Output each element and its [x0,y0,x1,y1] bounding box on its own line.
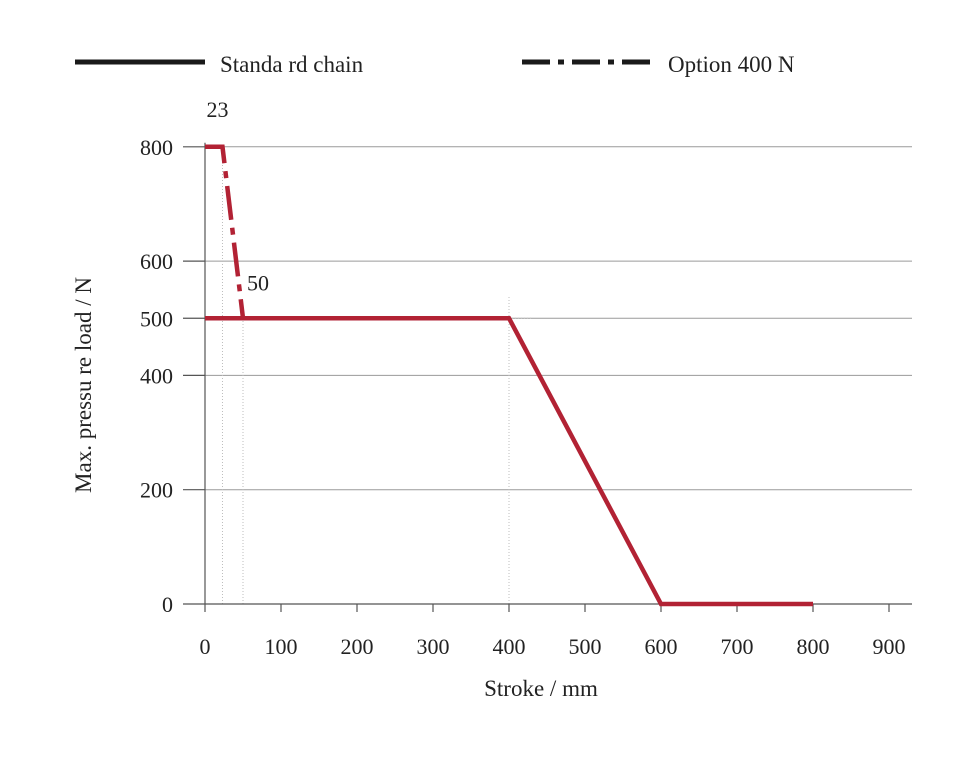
series-line-option-400n [205,144,246,319]
legend-label-standard-chain: Standa rd chain [220,52,364,77]
x-tick-label-600: 600 [645,634,678,659]
x-tick-label-100: 100 [265,634,298,659]
annotations: 23 50 [206,97,269,295]
y-tick-label-200: 200 [140,478,173,503]
x-tick-label-700: 700 [721,634,754,659]
y-tick-label-500: 500 [140,306,173,331]
series-line-standard-chain [205,316,813,607]
x-tick-label-900: 900 [873,634,906,659]
y-tick-label-600: 600 [140,249,173,274]
y-axis-label: Max. pressu re load / N [71,277,96,493]
x-tick-label-200: 200 [341,634,374,659]
x-tick-label-800: 800 [797,634,830,659]
y-tick-label-800: 800 [140,135,173,160]
axes [204,142,912,605]
legend: Standa rd chain Option 400 N [75,52,795,77]
x-tick-label-500: 500 [569,634,602,659]
guides [221,146,532,604]
series [205,144,813,607]
y-tick-label-0: 0 [162,592,173,617]
x-axis-label: Stroke / mm [484,676,598,701]
legend-label-option-400n: Option 400 N [668,52,795,77]
x-ticks: 0 100 200 300 400 500 600 700 800 900 [200,604,906,659]
y-ticks: 0 200 400 500 600 800 [140,135,205,617]
x-tick-label-400: 400 [493,634,526,659]
annotation-23: 23 [206,97,228,122]
x-tick-label-0: 0 [200,634,211,659]
y-tick-label-400: 400 [140,363,173,388]
annotation-50: 50 [247,270,269,295]
x-tick-label-300: 300 [417,634,450,659]
